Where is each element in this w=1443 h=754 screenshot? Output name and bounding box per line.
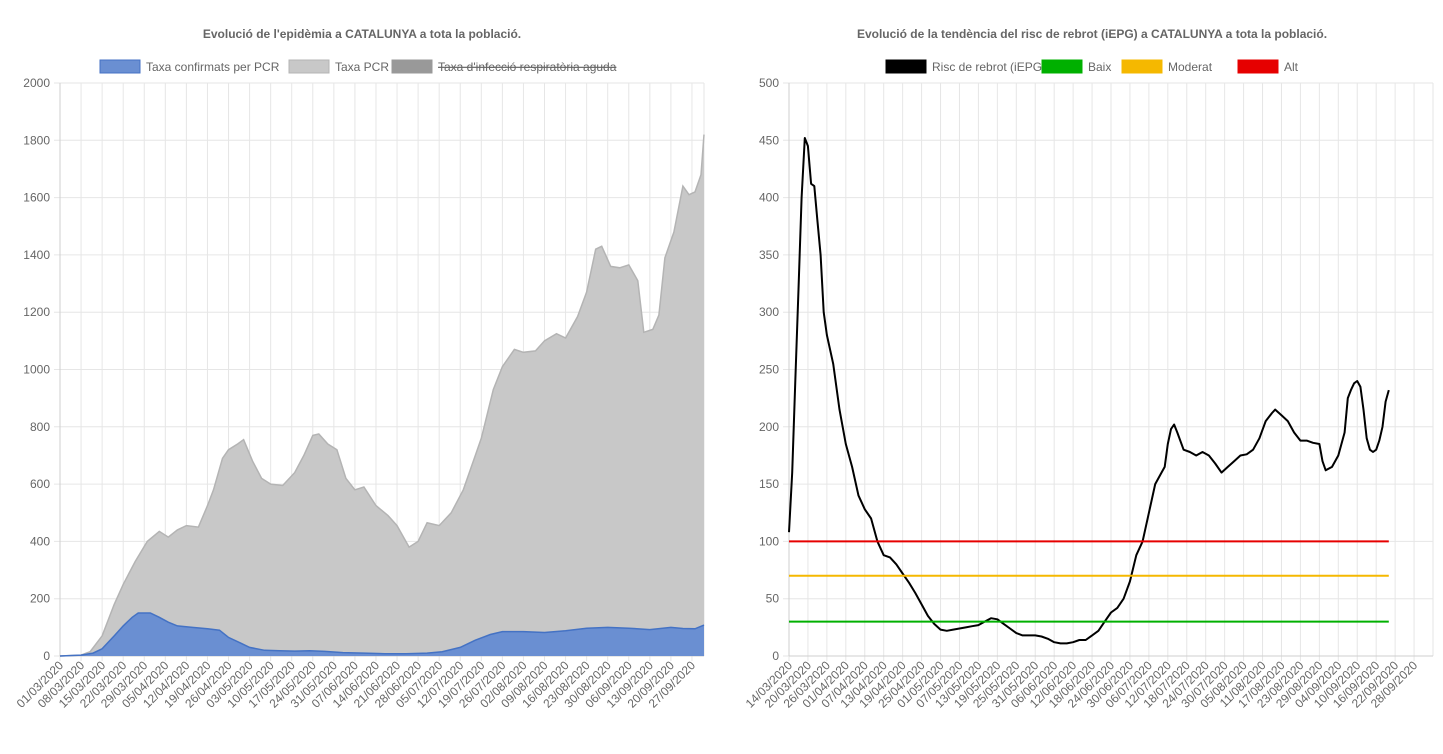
legend-label: Baix [1088, 60, 1111, 74]
y-tick-label: 0 [772, 649, 779, 663]
legend-item: Taxa PCR [288, 59, 389, 74]
grid [783, 82, 1433, 661]
y-tick-label: 600 [30, 477, 50, 491]
legend-label: Taxa confirmats per PCR [146, 60, 280, 74]
chart-title: Evolució de l'epidèmia a CATALUNYA a tot… [203, 27, 521, 41]
chart-title: Evolució de la tendència del risc de reb… [857, 27, 1327, 41]
legend-swatch [288, 59, 330, 74]
y-tick-label: 800 [30, 420, 50, 434]
y-tick-label: 200 [759, 420, 779, 434]
y-tick-label: 150 [759, 477, 779, 491]
y-tick-label: 200 [30, 592, 50, 606]
y-tick-label: 1600 [23, 191, 50, 205]
legend-item: Moderat [1121, 59, 1213, 74]
legend-item: Taxa confirmats per PCR [99, 59, 280, 74]
legend-label: Moderat [1168, 60, 1213, 74]
chart-panel-iepg: Evolució de la tendència del risc de reb… [721, 0, 1443, 754]
series-line [59, 612, 705, 657]
series-line [59, 134, 705, 657]
y-tick-label: 400 [30, 534, 50, 548]
legend-swatch [1121, 59, 1163, 74]
legend-swatch [99, 59, 141, 74]
y-tick-label: 1200 [23, 305, 50, 319]
series-area [60, 134, 704, 657]
legend-swatch [1041, 59, 1083, 74]
legend-swatch [885, 59, 927, 74]
legend-label: Risc de rebrot (iEPG) [932, 60, 1046, 74]
series-line [788, 137, 1390, 645]
legend-label: Alt [1284, 60, 1299, 74]
y-tick-label: 1000 [23, 363, 50, 377]
y-tick-label: 1400 [23, 248, 50, 262]
iepg-line-chart: Evolució de la tendència del risc de reb… [743, 27, 1434, 711]
legend-item: Taxa d'infecció respiratòria aguda [391, 59, 617, 74]
epidemic-area-chart: Evolució de l'epidèmia a CATALUNYA a tot… [14, 27, 705, 711]
y-tick-label: 350 [759, 248, 779, 262]
y-tick-label: 300 [759, 305, 779, 319]
legend-item: Risc de rebrot (iEPG) [885, 59, 1046, 74]
legend-swatch [391, 59, 433, 74]
y-tick-label: 400 [759, 191, 779, 205]
y-tick-label: 500 [759, 76, 779, 90]
legend-item: Baix [1041, 59, 1111, 74]
chart-panel-epidemic: Evolució de l'epidèmia a CATALUNYA a tot… [0, 0, 721, 754]
legend-label: Taxa PCR [335, 60, 389, 74]
series-area [60, 613, 704, 656]
legend-label: Taxa d'infecció respiratòria aguda [438, 60, 617, 74]
y-tick-label: 1800 [23, 133, 50, 147]
y-tick-label: 50 [766, 592, 780, 606]
y-tick-label: 450 [759, 133, 779, 147]
y-tick-label: 100 [759, 534, 779, 548]
legend-swatch [1237, 59, 1279, 74]
legend: Taxa confirmats per PCR Taxa PCR Taxa d'in… [99, 59, 617, 74]
y-tick-label: 250 [759, 363, 779, 377]
y-tick-label: 2000 [23, 76, 50, 90]
y-tick-label: 0 [43, 649, 50, 663]
legend-item: Alt [1237, 59, 1299, 74]
legend: Risc de rebrot (iEPG) Baix Moderat Alt [885, 59, 1299, 74]
